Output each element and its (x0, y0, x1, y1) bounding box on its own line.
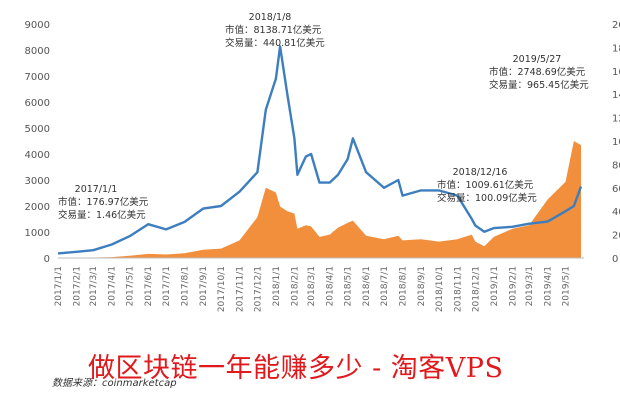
x-tick: 2019/5/1 (561, 266, 571, 306)
overlay-title: 做区块链一年能赚多少 - 淘客VPS (88, 353, 504, 384)
y-right-tick: 1600 (612, 67, 620, 78)
market-cap-line (57, 45, 583, 255)
x-tick: 2018/11/1 (453, 266, 463, 312)
annotation-text: 市值：2748.69亿美元 (489, 66, 586, 78)
x-tick: 2017/7/1 (162, 266, 172, 306)
x-tick: 2018/9/1 (417, 266, 427, 306)
y-left-tick: 5000 (25, 124, 50, 135)
annotation-text: 交易量：1.46亿美元 (58, 209, 146, 221)
x-tick: 2017/3/1 (89, 266, 99, 306)
annotation-text: 市值：1009.61亿美元 (437, 179, 534, 191)
y-left-tick: 4000 (25, 150, 50, 161)
y-left-tick: 6000 (25, 98, 50, 109)
annotation-text: 交易量：100.09亿美元 (437, 192, 537, 204)
x-tick: 2017/11/1 (236, 266, 246, 312)
y-right-tick: 400 (612, 207, 620, 218)
x-axis: 2017/1/1 2017/2/1 2017/3/1 2017/4/1 2017/5/1… (54, 266, 571, 312)
y-right-tick: 1400 (612, 90, 620, 101)
x-tick: 2018/8/1 (398, 266, 408, 306)
y-left-tick: 1000 (25, 228, 50, 239)
annotation-text: 市值：8138.71亿美元 (225, 24, 322, 36)
y-right-tick: 800 (612, 160, 620, 171)
annotation-text: 交易量：965.45亿美元 (489, 79, 589, 91)
y-right-tick: 2000 (612, 20, 620, 31)
x-tick: 2018/3/1 (307, 266, 317, 306)
x-tick: 2017/8/1 (181, 266, 191, 306)
x-tick: 2018/1/1 (272, 266, 282, 306)
annotation-text: 市值：176.97亿美元 (58, 196, 149, 208)
x-tick: 2017/12/1 (253, 266, 263, 312)
x-tick: 2017/9/1 (199, 266, 209, 306)
annotation-date: 2017/1/1 (75, 184, 118, 195)
data-source-label: 数据来源：coinmarketcap (52, 378, 177, 389)
x-tick: 2018/5/1 (344, 266, 354, 306)
y-right-tick: 600 (612, 184, 620, 195)
x-tick: 2018/2/1 (290, 266, 300, 306)
x-tick: 2018/4/1 (326, 266, 336, 306)
y-left-tick: 7000 (25, 72, 50, 83)
x-tick: 2017/6/1 (144, 266, 154, 306)
y-left-tick: 2000 (25, 202, 50, 213)
x-tick: 2017/10/1 (217, 266, 227, 312)
y-right-tick: 200 (612, 231, 620, 242)
annotation-date: 2019/5/27 (513, 54, 562, 65)
y-left-tick: 8000 (25, 46, 50, 57)
left-axis: 0 1000 2000 3000 4000 5000 6000 7000 8000 9000 (25, 20, 50, 265)
right-axis: 0 200 400 600 800 1000 1200 1400 1600 1800 2000 (612, 20, 620, 265)
y-left-tick: 9000 (25, 20, 50, 31)
market-cap-series (57, 45, 584, 259)
x-tick: 2017/1/1 (54, 266, 64, 306)
annotation-text: 交易量：440.81亿美元 (225, 37, 325, 49)
x-tick: 2019/3/1 (525, 266, 535, 306)
volume-area (58, 141, 582, 258)
x-tick: 2018/7/1 (380, 266, 390, 306)
y-left-tick: 3000 (25, 176, 50, 187)
x-tick: 2018/6/1 (362, 266, 372, 306)
y-right-tick: 1000 (612, 137, 620, 148)
x-tick: 2017/5/1 (126, 266, 136, 306)
x-tick: 2018/10/1 (435, 266, 445, 312)
y-left-tick: 0 (44, 254, 50, 265)
x-tick: 2018/12/1 (471, 266, 481, 312)
y-right-tick: 1800 (612, 43, 620, 54)
x-tick: 2019/1/1 (490, 266, 500, 306)
x-tick: 2019/2/1 (508, 266, 518, 306)
annotation-date: 2018/1/8 (249, 12, 292, 23)
y-right-tick: 1200 (612, 114, 620, 125)
volume-series (58, 141, 582, 258)
y-right-tick: 0 (612, 254, 618, 265)
x-tick: 2017/2/1 (73, 266, 83, 306)
annotations: 2017/1/1市值：176.97亿美元交易量：1.46亿美元2018/1/8市… (58, 12, 589, 221)
x-tick: 2017/4/1 (108, 266, 118, 306)
x-tick: 2019/4/1 (544, 266, 554, 306)
annotation-date: 2018/12/16 (453, 167, 508, 178)
